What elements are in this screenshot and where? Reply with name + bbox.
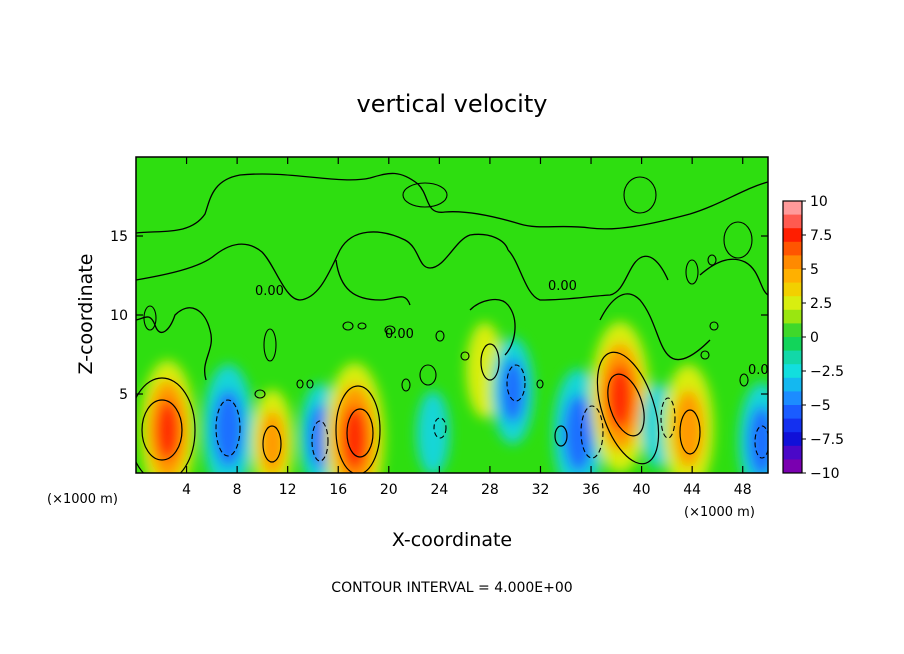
x-tick-label: 44 [683,482,701,498]
colorbar-band [783,296,802,311]
colorbar-band [783,201,802,216]
colorbar-tick-label: 7.5 [810,228,832,244]
x-tick-label: 32 [532,482,550,498]
colorbar-band [783,418,802,433]
colorbar-band [783,350,802,365]
y-axis-label: Z-coordinate [75,254,97,375]
colorbar-band [783,269,802,284]
contour-interval-note: CONTOUR INTERVAL = 4.000E+00 [331,580,572,596]
small-contour-loops [143,176,753,399]
colorbar-band [783,432,802,447]
colorbar-tick-label: −7.5 [810,432,844,448]
x-unit-label-left: (×1000 m) [47,492,118,507]
x-tick-label: 24 [430,482,448,498]
colorbar-tick-label: −10 [810,466,840,482]
x-tick-label: 40 [633,482,651,498]
colorbar-band [783,228,802,243]
x-tick-label: 16 [329,482,347,498]
colorbar-tick-label: 10 [810,194,828,210]
colorbar-band [783,309,802,324]
field-cell [155,400,180,461]
field-cell [563,394,594,473]
field-cell [673,390,704,468]
negative-contours [215,364,768,462]
colorbar-band [783,405,802,420]
y-axis: 5 10 15 [110,229,768,403]
colorbar-band [783,323,802,338]
contour-label: 0.0 [748,363,769,378]
field-cell [416,391,450,473]
y-tick-label: 10 [110,308,128,324]
core-contours [136,343,701,473]
colorbar-tick-label: 0 [810,330,819,346]
colorbar: 10 7.5 5 2.5 0 −2.5 −5 −7.5 −10 [782,194,844,482]
x-tick-label: 4 [182,482,191,498]
field-cell [341,405,368,471]
x-tick-label: 28 [481,482,499,498]
y-tick-label: 15 [110,229,128,245]
contour-label: 0.00 [548,279,577,294]
plot-area: 0.00 0.00 0.00 0.0 [136,157,769,473]
colorbar-tick-label: 2.5 [810,296,832,312]
colorbar-band [783,364,802,379]
colorbar-band [783,459,802,474]
x-tick-label: 48 [734,482,752,498]
zero-contours [136,172,768,381]
colorbar-band [783,241,802,256]
colorbar-band [783,391,802,406]
colorbar-tick-label: −2.5 [810,364,844,380]
colorbar-band [783,445,802,460]
contour-label: 0.00 [385,327,414,342]
x-tick-label: 8 [233,482,242,498]
contour-label: 0.00 [255,284,284,299]
colorbar-band [783,282,802,297]
x-axis: 4 8 12 16 20 24 28 32 36 40 44 48 [182,157,752,498]
x-tick-label: 36 [582,482,600,498]
colorbar-tick-label: 5 [810,262,819,278]
x-tick-label: 12 [279,482,297,498]
colorbar-band [783,214,802,229]
x-axis-label: X-coordinate [392,529,512,551]
chart-title: vertical velocity [357,90,548,118]
field-cell [500,358,526,423]
colorbar-band [783,377,802,392]
field-cell [747,406,768,473]
field-cell [607,364,633,430]
x-unit-label-right: (×1000 m) [684,505,755,520]
x-tick-label: 20 [380,482,398,498]
y-tick-label: 5 [119,387,128,403]
colorbar-band [783,337,802,352]
colorbar-band [783,255,802,270]
colorbar-tick-label: −5 [810,398,831,414]
